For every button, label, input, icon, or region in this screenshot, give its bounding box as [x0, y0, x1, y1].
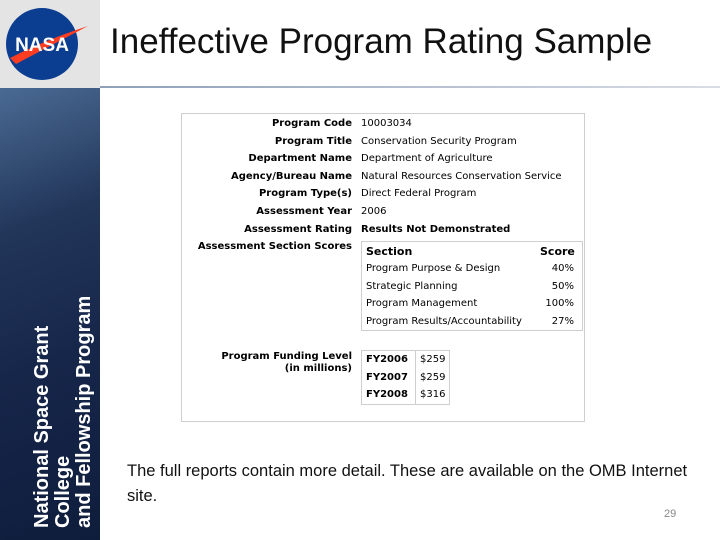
logo-text: NASA	[15, 35, 69, 56]
funding-amount: $316	[420, 389, 446, 400]
row-label: Assessment Year	[256, 206, 352, 217]
sidebar-text: National Space Grant College and Fellows…	[31, 283, 95, 528]
scores-header: Score	[540, 245, 575, 258]
score-value: 50%	[551, 280, 574, 292]
row-value: Results Not Demonstrated	[361, 223, 511, 235]
sidebar-line: and Fellowship Program	[73, 295, 95, 528]
row-label: Program Funding Level	[221, 351, 352, 362]
logo-area: NASA	[0, 0, 100, 88]
score-section: Program Purpose & Design	[366, 263, 501, 274]
sidebar-line: National Space Grant College	[31, 325, 74, 528]
scores-header: Section	[366, 245, 413, 258]
body-text: The full reports contain more detail. Th…	[127, 462, 688, 505]
funding-amount: $259	[420, 354, 446, 365]
funding-amount: $259	[420, 371, 446, 383]
row-label: Assessment Section Scores	[197, 241, 352, 253]
slide-title: Ineffective Program Rating Sample	[110, 22, 653, 61]
score-value: 100%	[545, 298, 574, 309]
score-section: Strategic Planning	[366, 280, 458, 292]
funding-divider	[415, 350, 416, 405]
row-value: Direct Federal Program	[361, 188, 477, 200]
funding-year: FY2007	[366, 371, 408, 383]
row-label: Program Title	[274, 135, 352, 147]
page-number: 29	[664, 508, 677, 520]
score-value: 40%	[551, 263, 574, 274]
funding-box	[361, 350, 450, 405]
row-label: Program Type(s)	[258, 188, 352, 200]
row-label: (in millions)	[284, 363, 352, 374]
row-value: Department of Agriculture	[361, 153, 493, 165]
score-value: 27%	[551, 315, 574, 327]
logo-swoosh	[10, 26, 88, 64]
row-value: Conservation Security Program	[361, 135, 517, 147]
row-value: 2006	[361, 206, 387, 217]
nasa-logo: NASA	[6, 8, 88, 80]
row-label: Assessment Rating	[244, 223, 352, 235]
score-section: Program Management	[366, 298, 478, 309]
score-section: Program Results/Accountability	[366, 315, 522, 327]
sidebar-image	[0, 88, 100, 540]
row-label: Agency/Bureau Name	[230, 170, 352, 182]
scores-box	[361, 241, 583, 331]
row-value: 10003034	[361, 118, 412, 129]
title-rule	[100, 86, 720, 88]
report-table	[181, 113, 585, 422]
funding-year: FY2006	[366, 354, 408, 365]
row-value: Natural Resources Conservation Service	[361, 170, 562, 182]
funding-year: FY2008	[366, 389, 408, 400]
row-label: Department Name	[248, 153, 352, 165]
row-label: Program Code	[271, 118, 352, 129]
